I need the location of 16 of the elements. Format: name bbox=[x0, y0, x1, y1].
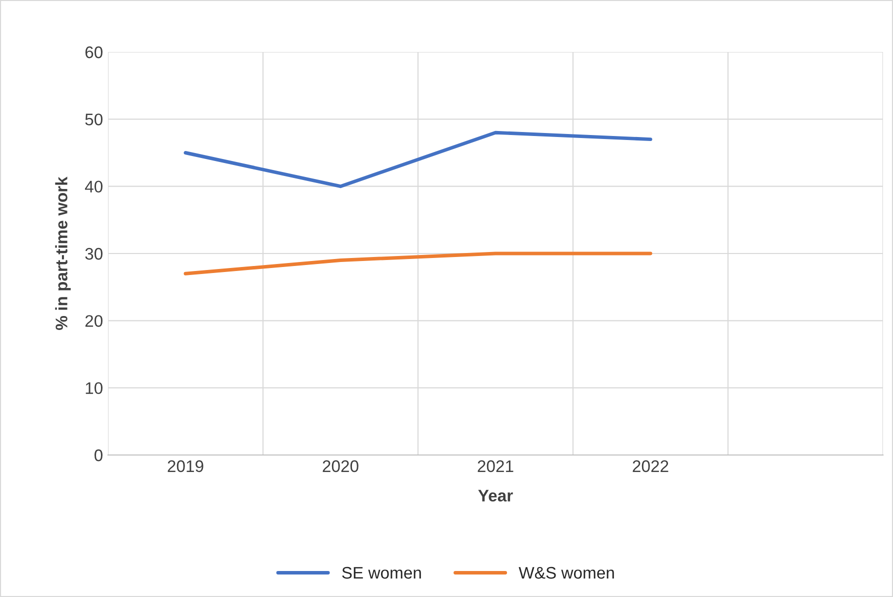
line-series bbox=[184, 130, 652, 188]
y-tick-label: 20 bbox=[85, 315, 102, 327]
x-tick-label: 2019 bbox=[168, 460, 204, 472]
y-tick-label: 40 bbox=[84, 180, 102, 193]
y-tick-label: 50 bbox=[85, 114, 102, 126]
x-axis-title: Year bbox=[478, 490, 513, 502]
legend-label: W&S women bbox=[518, 566, 614, 579]
x-tick-label: 2020 bbox=[322, 460, 358, 472]
y-tick-label: 0 bbox=[94, 449, 102, 462]
y-axis-title: % in part-time work bbox=[55, 176, 71, 330]
y-tick-label: 10 bbox=[86, 382, 102, 394]
y-tick-label: 30 bbox=[85, 248, 102, 260]
x-tick-label: 2022 bbox=[632, 460, 668, 472]
y-tick-label: 60 bbox=[85, 46, 102, 58]
x-tick-label: 2021 bbox=[478, 460, 514, 472]
legend-label: SE women bbox=[342, 566, 421, 579]
